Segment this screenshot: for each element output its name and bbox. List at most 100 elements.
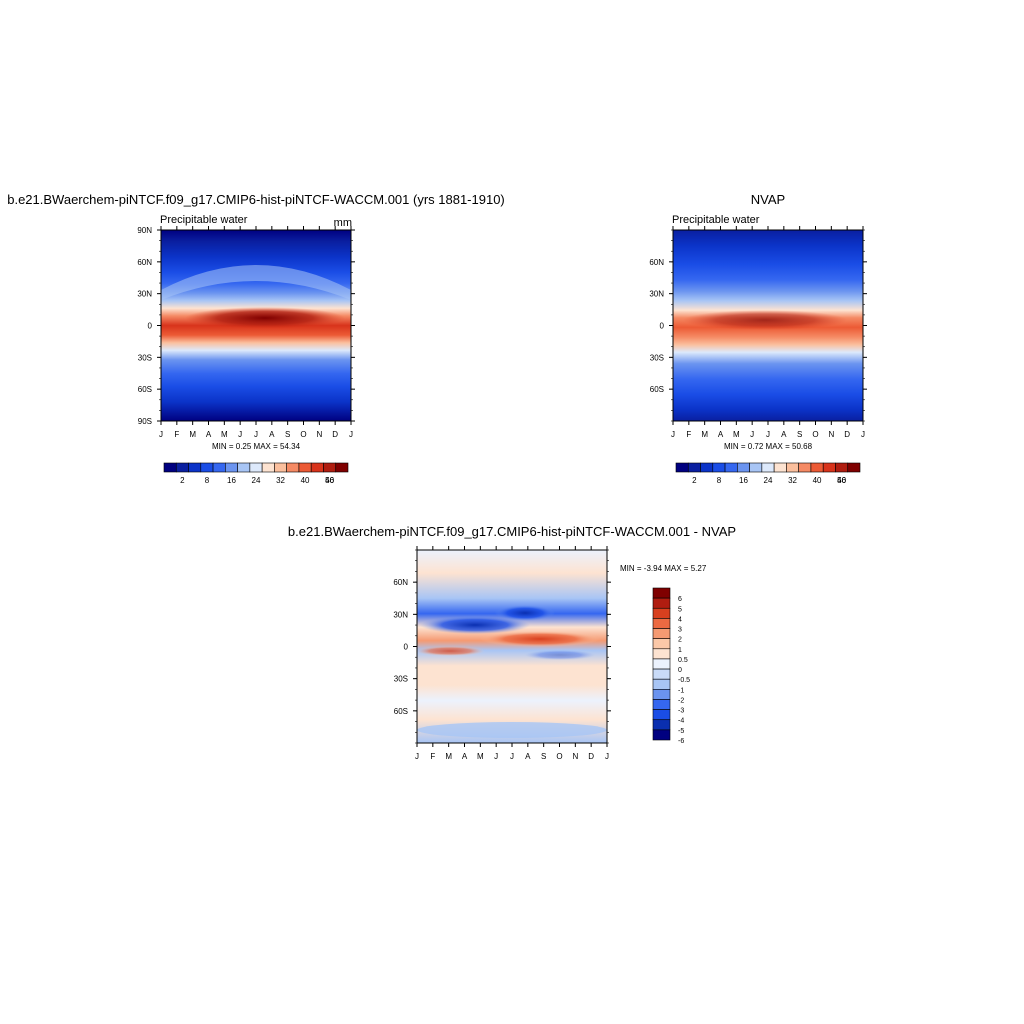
x-tick-label: J	[766, 430, 770, 439]
x-tick-label: N	[572, 752, 578, 761]
colorbar-label: 46	[837, 476, 846, 485]
x-tick-label: D	[588, 752, 594, 761]
colorbar-swatch	[323, 462, 337, 473]
x-tick-label: J	[510, 752, 514, 761]
colorbar-swatch	[652, 719, 671, 731]
x-tick-label: O	[300, 430, 306, 439]
y-tick-label: 90S	[138, 417, 152, 426]
panel-obs-maximum-band	[683, 310, 847, 330]
colorbar-label: 2	[180, 476, 185, 485]
y-tick-label: 60S	[650, 385, 664, 394]
colorbar-swatch	[249, 462, 263, 473]
colorbar-label: -0.5	[678, 677, 690, 684]
colorbar-label: 46	[325, 476, 334, 485]
y-tick-label: 30N	[649, 290, 664, 299]
colorbar-label: 3	[678, 627, 682, 634]
x-tick-label: F	[174, 430, 179, 439]
x-tick-label: D	[844, 430, 850, 439]
y-tick-label: 0	[148, 322, 153, 331]
colorbar-swatch	[675, 462, 689, 473]
colorbar-swatch	[652, 658, 671, 670]
colorbar-swatch	[274, 462, 287, 473]
x-tick-label: A	[718, 430, 724, 439]
colorbar-label: 2	[692, 476, 697, 485]
colorbar-label: 16	[227, 476, 236, 485]
colorbar-swatch	[786, 462, 799, 473]
y-tick-label: 30N	[137, 290, 152, 299]
colorbar-label: 0.5	[678, 657, 688, 664]
colorbar-label: 24	[252, 476, 261, 485]
panel-diff-y-axis: 60N 30N 0 30S 60S	[393, 549, 611, 744]
panel-model: b.e21.BWaerchem-piNTCF.f09_g17.CMIP6-his…	[7, 192, 505, 485]
x-tick-label: A	[206, 430, 212, 439]
x-tick-label: O	[812, 430, 818, 439]
x-tick-label: J	[238, 430, 242, 439]
colorbar-label: -4	[678, 718, 684, 725]
colorbar-swatch	[652, 628, 671, 639]
colorbar-swatch	[810, 462, 824, 473]
colorbar-swatch	[652, 699, 671, 710]
panel-diff-positive-band	[480, 631, 600, 647]
x-tick-label: O	[556, 752, 562, 761]
panel-model-units: mm	[334, 217, 352, 229]
colorbar-label: 8	[205, 476, 210, 485]
colorbar-swatch	[310, 462, 324, 473]
colorbar-swatch	[652, 678, 671, 690]
x-tick-label: S	[541, 752, 546, 761]
colorbar-swatch	[652, 587, 671, 599]
x-tick-label: J	[415, 752, 419, 761]
x-tick-label: J	[349, 430, 353, 439]
x-tick-label: A	[781, 430, 787, 439]
colorbar-label: 32	[276, 476, 285, 485]
colorbar-label: 5	[678, 606, 682, 613]
colorbar-swatch	[188, 462, 202, 473]
colorbar-label: 16	[739, 476, 748, 485]
colorbar-swatch	[773, 462, 787, 473]
colorbar-label: -6	[678, 738, 684, 745]
panel-obs-minmax: MIN = 0.72 MAX = 50.68	[724, 442, 813, 451]
panel-model-maximum-band	[185, 307, 345, 329]
colorbar-swatch	[212, 462, 226, 473]
colorbar-swatch	[712, 462, 726, 473]
panel-diff-negative-band	[420, 616, 530, 634]
colorbar-label: -1	[678, 687, 684, 694]
y-tick-label: 60N	[393, 578, 408, 587]
y-tick-label: 30S	[394, 675, 408, 684]
x-tick-label: F	[430, 752, 435, 761]
colorbar-swatch	[652, 607, 671, 619]
panel-diff: b.e21.BWaerchem-piNTCF.f09_g17.CMIP6-his…	[288, 524, 736, 761]
x-tick-label: A	[525, 752, 531, 761]
x-tick-label: N	[828, 430, 834, 439]
colorbar-swatch	[847, 462, 861, 473]
colorbar-label: 1	[678, 647, 682, 654]
colorbar-swatch	[237, 462, 251, 473]
panel-model-minmax: MIN = 0.25 MAX = 54.34	[212, 442, 301, 451]
x-tick-label: J	[605, 752, 609, 761]
colorbar-swatch	[286, 462, 300, 473]
colorbar-label: 32	[788, 476, 797, 485]
colorbar-swatch	[652, 729, 671, 741]
panel-obs-variable: Precipitable water	[672, 214, 760, 226]
x-tick-label: J	[671, 430, 675, 439]
x-tick-label: M	[477, 752, 484, 761]
colorbar-swatch	[652, 638, 671, 650]
y-tick-label: 60S	[138, 385, 152, 394]
x-tick-label: F	[686, 430, 691, 439]
x-tick-label: A	[269, 430, 275, 439]
y-tick-label: 0	[660, 322, 665, 331]
colorbar-swatch	[724, 462, 738, 473]
colorbar-label: -5	[678, 728, 684, 735]
panel-model-title: b.e21.BWaerchem-piNTCF.f09_g17.CMIP6-his…	[7, 192, 505, 207]
x-tick-label: M	[221, 430, 228, 439]
panel-model-y-axis: 90N 60N 30N 0 30S 60S 90S	[137, 226, 355, 426]
x-tick-label: J	[861, 430, 865, 439]
panel-diff-title: b.e21.BWaerchem-piNTCF.f09_g17.CMIP6-his…	[288, 524, 736, 539]
colorbar-swatch	[652, 648, 671, 660]
colorbar-label: 4	[678, 616, 682, 623]
colorbar-swatch	[749, 462, 763, 473]
panel-model-nh-contour	[161, 265, 351, 300]
y-tick-label: 60N	[137, 258, 152, 267]
